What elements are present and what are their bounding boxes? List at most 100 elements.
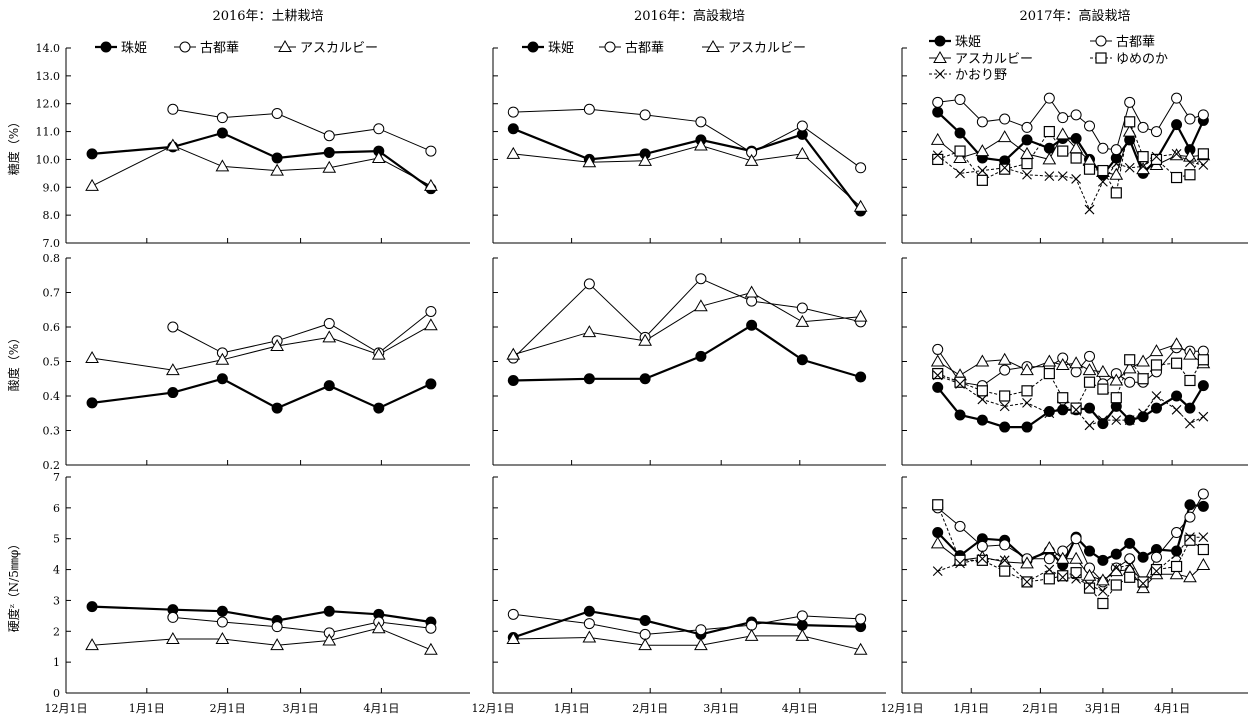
data-point [373, 123, 385, 135]
data-point [323, 380, 335, 392]
data-point [1084, 350, 1096, 362]
data-point [1197, 148, 1209, 160]
y-tick-label: 0.4 [43, 390, 61, 403]
data-point [1082, 568, 1097, 581]
legend-marker [527, 41, 539, 53]
data-point [999, 401, 1010, 412]
data-point [954, 127, 966, 139]
data-point [744, 285, 759, 298]
data-point [1057, 570, 1069, 582]
data-point [1057, 112, 1069, 124]
data-point [1043, 142, 1055, 154]
data-point [1171, 404, 1182, 415]
data-point [1170, 171, 1183, 184]
data-point [1151, 391, 1162, 401]
data-point [954, 554, 966, 566]
y-tick-label: 0.2 [43, 459, 61, 472]
data-point [1021, 385, 1033, 397]
chart-axes [492, 47, 886, 244]
legend-marker [100, 41, 112, 53]
legend-label: 古都華 [1116, 35, 1155, 50]
data-point [695, 116, 707, 128]
data-point [796, 354, 808, 366]
y-tick-label: 0.6 [43, 321, 61, 334]
legend-item: かおり野 [929, 68, 1007, 83]
data-point [167, 611, 179, 623]
data-point [694, 638, 708, 651]
data-point [1057, 572, 1068, 583]
data-point [1124, 415, 1135, 426]
legend-label: 古都華 [200, 41, 239, 56]
data-point [1043, 406, 1055, 418]
series-line [513, 144, 861, 208]
plot-area [930, 488, 1211, 610]
data-point [1137, 373, 1149, 385]
data-point [955, 558, 965, 569]
data-point [930, 354, 945, 367]
data-point [954, 409, 966, 421]
data-point [975, 354, 990, 367]
data-point [853, 199, 868, 212]
data-point [1042, 540, 1057, 553]
data-point [582, 630, 597, 643]
series-line [513, 323, 861, 382]
data-point [322, 330, 337, 343]
chart-axes: 12月1日 1月1日 2月1日 3月1日 4月1日 [881, 476, 1248, 715]
data-point [1070, 152, 1082, 164]
data-point [1110, 187, 1122, 199]
data-point [1150, 563, 1163, 576]
data-point [1083, 582, 1096, 594]
data-point [1122, 361, 1137, 374]
y-axis-label: 糖度（%） [6, 116, 21, 175]
data-point [1043, 92, 1055, 104]
data-point [271, 621, 283, 633]
data-point [954, 376, 966, 388]
data-point [746, 295, 758, 307]
legend-item: 珠姫 [929, 35, 981, 50]
series-line [937, 343, 1204, 382]
series-line [937, 119, 1204, 195]
data-point [953, 151, 967, 164]
data-point [1197, 109, 1209, 121]
data-point [1137, 551, 1149, 563]
data-point [1070, 567, 1082, 579]
data-point [216, 112, 228, 124]
data-point [1171, 390, 1183, 402]
data-point [1043, 553, 1055, 565]
data-point [85, 351, 99, 364]
data-point [999, 163, 1011, 175]
y-tick-label: 7 [53, 471, 60, 484]
data-point [1057, 171, 1068, 182]
panel-title: 2017年：高設栽培 [1019, 8, 1130, 24]
data-point [1197, 500, 1209, 512]
data-point [1109, 373, 1124, 386]
data-point [215, 352, 230, 365]
x-tick-label: 2月1日 [1022, 702, 1058, 715]
data-point [1169, 567, 1184, 580]
data-point [1084, 402, 1096, 414]
data-point [216, 373, 228, 385]
data-point [999, 113, 1011, 125]
data-point [694, 138, 708, 151]
legend-label: ゆめのか [1116, 52, 1168, 67]
y-tick-label: 0.5 [43, 356, 61, 369]
data-point [1171, 119, 1183, 131]
data-point [1043, 125, 1055, 138]
panel-title: 2016年：土耕栽培 [212, 8, 323, 24]
panel-title: 2016年：高設栽培 [634, 8, 745, 24]
data-point [1042, 354, 1057, 367]
data-point [932, 106, 944, 118]
y-tick-label: 7.0 [43, 237, 61, 250]
data-point [1124, 376, 1136, 388]
data-point [1198, 532, 1209, 543]
x-tick-label: 12月1日 [45, 702, 88, 715]
data-point [1022, 169, 1032, 180]
plot-area [930, 92, 1211, 215]
data-point [1096, 573, 1110, 586]
data-point [1124, 116, 1136, 128]
y-tick-label: 1 [53, 656, 60, 669]
plot-area [85, 103, 438, 195]
data-point [1057, 145, 1069, 157]
data-point [1196, 557, 1211, 570]
